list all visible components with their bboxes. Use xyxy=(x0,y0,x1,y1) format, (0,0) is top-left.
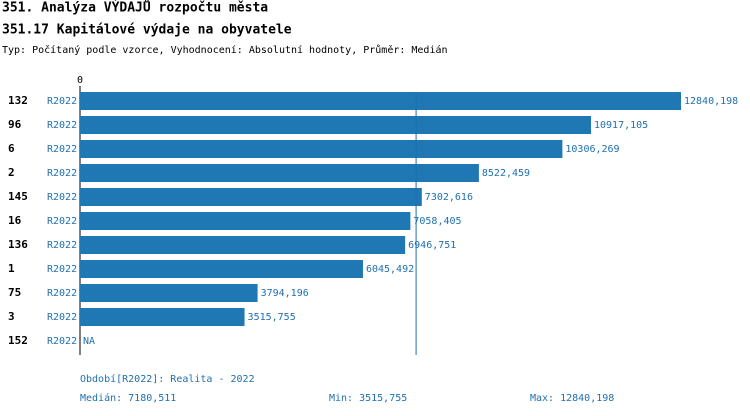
value-label: 3794,196 xyxy=(261,288,309,299)
value-label: 3515,755 xyxy=(248,312,296,323)
bar xyxy=(80,116,591,134)
series-label: R2022 xyxy=(47,168,77,179)
min-label: Min: 3515,755 xyxy=(329,393,407,404)
category-label: 1 xyxy=(8,262,15,275)
series-label: R2022 xyxy=(47,192,77,203)
bar xyxy=(80,308,245,326)
series-label: R2022 xyxy=(47,96,77,107)
bar xyxy=(80,92,681,110)
value-label: 12840,198 xyxy=(684,96,738,107)
chart-note: Typ: Počítaný podle vzorce, Vyhodnocení:… xyxy=(2,44,448,56)
series-label: R2022 xyxy=(47,216,77,227)
period-label: Období[R2022]: Realita - 2022 xyxy=(80,373,255,385)
category-label: 152 xyxy=(8,334,28,347)
bar xyxy=(80,212,411,230)
value-label: 10306,269 xyxy=(565,144,619,155)
bar xyxy=(80,140,563,158)
category-label: 2 xyxy=(8,166,15,179)
x-tick-label: 0 xyxy=(77,75,83,86)
value-label: 7302,616 xyxy=(425,192,473,203)
series-label: R2022 xyxy=(47,144,77,155)
series-label: R2022 xyxy=(47,288,77,299)
value-label: 7058,405 xyxy=(413,216,461,227)
value-label: NA xyxy=(83,336,95,347)
series-label: R2022 xyxy=(47,312,77,323)
bar xyxy=(80,164,479,182)
category-label: 16 xyxy=(8,214,22,227)
category-label: 96 xyxy=(8,118,22,131)
series-label: R2022 xyxy=(47,240,77,251)
category-label: 3 xyxy=(8,310,15,323)
category-label: 132 xyxy=(8,94,28,107)
series-label: R2022 xyxy=(47,336,77,347)
category-label: 136 xyxy=(8,238,28,251)
bar xyxy=(80,284,258,302)
value-label: 10917,105 xyxy=(594,120,648,131)
category-label: 6 xyxy=(8,142,15,155)
value-label: 6045,492 xyxy=(366,264,414,275)
chart-subtitle: 351.17 Kapitálové výdaje na obyvatele xyxy=(2,23,292,38)
max-label: Max: 12840,198 xyxy=(530,393,614,404)
median-label: Medián: 7180,511 xyxy=(80,392,176,404)
category-label: 145 xyxy=(8,190,28,203)
chart-title: 351. Analýza VÝDAJŮ rozpočtu města xyxy=(2,0,268,16)
category-label: 75 xyxy=(8,286,21,299)
series-label: R2022 xyxy=(47,264,77,275)
bar xyxy=(80,260,363,278)
value-label: 6946,751 xyxy=(408,240,456,251)
value-label: 8522,459 xyxy=(482,168,530,179)
series-label: R2022 xyxy=(47,120,77,131)
bar xyxy=(80,188,422,206)
bar xyxy=(80,236,406,254)
